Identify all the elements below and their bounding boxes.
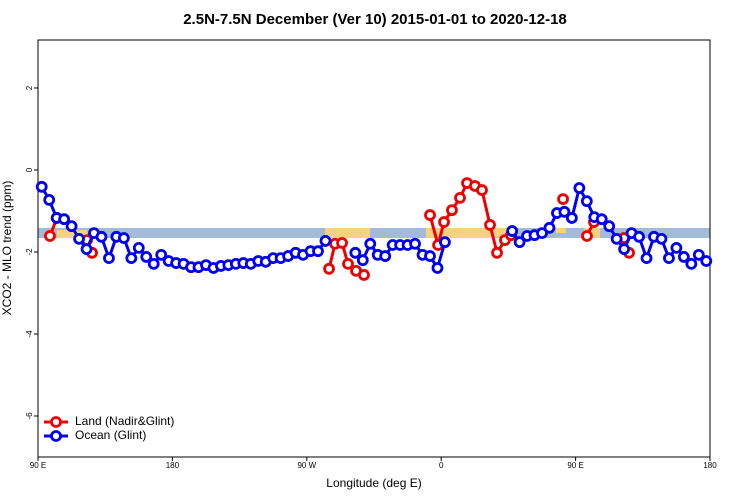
legend-label: Ocean (Glint): [75, 428, 146, 442]
point: [349, 246, 362, 259]
point: [358, 269, 370, 281]
point: [543, 221, 556, 234]
point: [58, 213, 71, 226]
point: [95, 230, 108, 243]
y-tick-label: 0: [25, 167, 34, 172]
point: [35, 180, 48, 193]
point: [446, 204, 458, 217]
y-tick-label: -6: [25, 412, 34, 420]
point: [312, 245, 324, 258]
point: [558, 205, 571, 218]
point: [603, 220, 616, 233]
point: [640, 252, 653, 265]
point: [565, 212, 578, 224]
x-axis-label: Longitude (deg E): [326, 476, 421, 490]
y-axis-label: XCO2 - MLO trend (ppm): [0, 181, 14, 316]
point: [491, 246, 503, 259]
point: [573, 182, 586, 194]
point: [536, 227, 548, 240]
x-tick-label: 180: [166, 461, 180, 470]
point: [557, 193, 569, 205]
point: [140, 251, 153, 263]
y-tick-label: -2: [25, 248, 34, 256]
point: [342, 257, 354, 270]
point: [80, 243, 93, 256]
point: [454, 191, 466, 204]
point: [44, 230, 56, 242]
x-tick-label: 90 E: [30, 461, 46, 470]
point: [513, 236, 526, 249]
point: [356, 254, 369, 267]
point: [155, 248, 168, 261]
point: [364, 237, 377, 250]
point: [677, 251, 690, 263]
point: [336, 237, 348, 249]
point: [319, 235, 332, 247]
legend-label: Land (Nadir&Glint): [75, 414, 174, 428]
point: [424, 209, 436, 221]
point: [43, 194, 56, 206]
legend-swatch-marker: [50, 416, 62, 428]
chart-title: 2.5N-7.5N December (Ver 10) 2015-01-01 t…: [183, 11, 567, 28]
point: [581, 230, 593, 242]
point: [692, 248, 705, 261]
point: [431, 262, 444, 274]
point: [655, 232, 668, 245]
point: [663, 252, 675, 265]
x-tick-label: 90 W: [297, 461, 316, 470]
point: [103, 252, 115, 265]
point: [117, 232, 130, 244]
point: [379, 250, 392, 262]
y-tick-label: -4: [25, 330, 34, 338]
point: [633, 230, 645, 243]
x-tick-label: 0: [439, 461, 444, 470]
point: [670, 241, 683, 254]
point: [132, 241, 145, 254]
point: [610, 232, 623, 245]
legend-swatch-marker: [50, 430, 62, 442]
point: [65, 220, 78, 233]
point: [700, 255, 713, 267]
point: [424, 250, 436, 262]
point: [595, 213, 608, 226]
point: [476, 184, 488, 196]
point: [147, 257, 160, 270]
point: [438, 216, 450, 228]
x-tick-label: 180: [703, 461, 717, 470]
point: [506, 225, 519, 237]
x-tick-label: 90 E: [567, 461, 583, 470]
point: [125, 252, 138, 265]
point: [484, 219, 496, 231]
point: [409, 237, 421, 250]
y-tick-label: 2: [25, 85, 34, 90]
point: [685, 257, 698, 270]
point: [323, 262, 335, 275]
point: [439, 236, 451, 249]
plot-frame: [37, 39, 711, 458]
point: [618, 243, 631, 256]
point: [73, 232, 85, 245]
point: [580, 195, 593, 208]
